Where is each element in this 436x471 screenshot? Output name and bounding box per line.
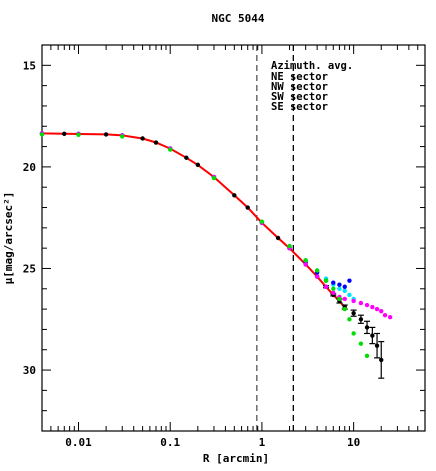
data-point <box>314 268 320 273</box>
data-point <box>120 134 125 139</box>
axes: 0.01 0.1 1 10 15 20 25 30 <box>23 44 426 449</box>
data-point <box>347 317 352 322</box>
data-point <box>358 341 364 346</box>
y-tick-label: 20 <box>23 161 36 174</box>
legend-entry: SW sector <box>271 91 328 103</box>
data-point <box>370 304 375 310</box>
data-point <box>76 132 81 137</box>
data-point <box>351 310 356 316</box>
legend-entry: SE sector <box>271 101 328 113</box>
data-point <box>259 219 265 224</box>
data-point <box>323 284 329 289</box>
x-tick-label: 1 <box>259 436 266 449</box>
x-tick-label: 0.01 <box>65 436 92 449</box>
y-tick-label: 30 <box>23 364 36 377</box>
data-point <box>342 284 347 289</box>
data-point <box>364 353 370 359</box>
data-point <box>211 175 217 181</box>
legend-entry: NW sector <box>271 81 328 93</box>
data-point <box>323 278 329 283</box>
data-point <box>351 331 356 336</box>
data-point <box>39 132 45 137</box>
data-point <box>153 140 159 145</box>
data-point <box>195 162 201 168</box>
data-point <box>184 155 189 160</box>
x-tick-label: 10 <box>347 436 360 449</box>
data-point <box>351 298 356 304</box>
data-point <box>287 243 292 249</box>
data-point <box>245 205 250 210</box>
y-tick-label: 15 <box>23 59 36 72</box>
data-point <box>337 296 342 302</box>
x-axis-label: R [arcmin] <box>203 452 269 465</box>
x-tick-label: 0.1 <box>160 436 180 449</box>
series-azimuth-avg- <box>39 131 385 379</box>
data-point <box>342 288 347 294</box>
data-point <box>314 274 320 279</box>
data-point <box>379 308 384 314</box>
data-point <box>232 193 237 198</box>
data-point <box>382 313 388 318</box>
data-series <box>39 131 393 379</box>
model-profile <box>41 132 346 308</box>
data-point <box>347 278 352 283</box>
data-point <box>374 343 380 348</box>
data-point <box>331 290 336 296</box>
data-point <box>364 325 370 330</box>
series-sw-sector <box>39 131 393 320</box>
data-point <box>331 280 336 285</box>
data-point <box>337 282 342 287</box>
data-point <box>347 292 352 298</box>
data-point <box>275 235 281 241</box>
chart-title: NGC 5044 <box>212 12 265 25</box>
series-se-sector <box>39 132 370 359</box>
data-point <box>303 258 308 263</box>
data-point <box>168 147 173 152</box>
reference-lines <box>256 45 294 431</box>
data-point <box>364 302 370 308</box>
model-profile-line <box>41 132 346 308</box>
data-point <box>140 136 145 141</box>
y-axis-label: μ[mag/arcsec²] <box>2 192 15 285</box>
y-tick-label: 25 <box>23 262 36 275</box>
data-point <box>374 306 380 312</box>
plot-frame <box>41 44 426 432</box>
legend-title: Azimuth. avg. <box>271 60 353 72</box>
legend-entry: NE sector <box>271 71 328 83</box>
series-ne-sector <box>39 131 356 302</box>
data-point <box>387 315 393 320</box>
data-point <box>342 296 347 302</box>
data-point <box>303 262 308 267</box>
data-point <box>331 286 336 291</box>
data-point <box>358 317 364 322</box>
data-point <box>62 131 67 136</box>
data-point <box>379 357 384 363</box>
data-point <box>358 300 364 306</box>
data-point <box>370 333 375 338</box>
data-point <box>337 286 342 291</box>
data-point <box>103 132 109 137</box>
data-point <box>342 306 347 312</box>
